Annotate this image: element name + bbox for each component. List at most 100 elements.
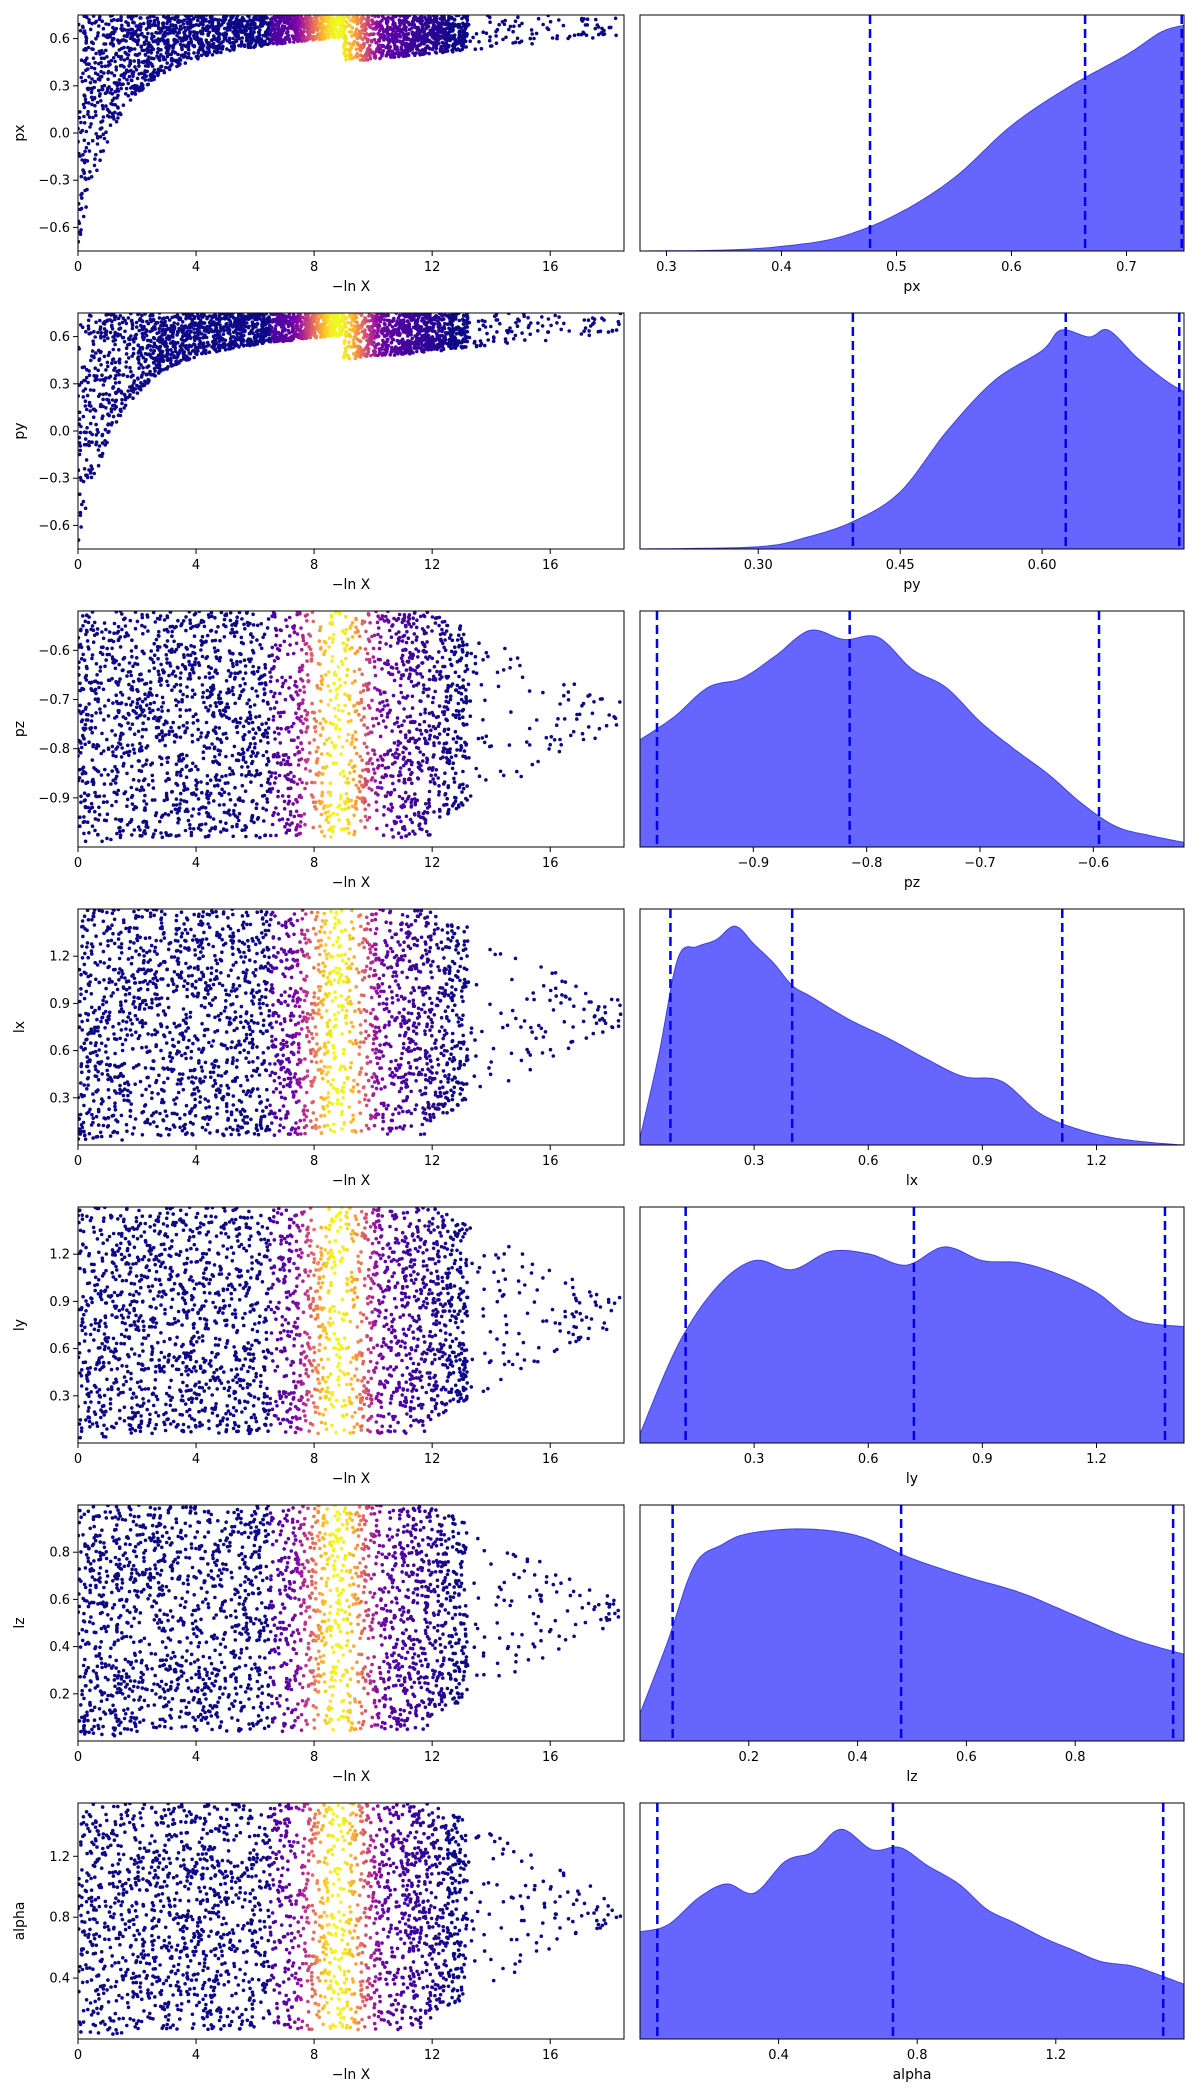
scatter-point (296, 37, 300, 42)
scatter-point (515, 324, 520, 329)
scatter-point (418, 32, 422, 36)
scatter-point (232, 47, 236, 52)
scatter-point (345, 320, 350, 325)
scatter-point (106, 336, 110, 341)
y-tick-label: −0.6 (38, 221, 70, 236)
scatter-point (213, 321, 218, 326)
scatter-point (325, 326, 329, 331)
scatter-point (494, 29, 498, 34)
scatter-point (159, 53, 163, 57)
scatter-point (407, 46, 412, 50)
scatter-point (101, 383, 106, 387)
scatter-point (431, 22, 436, 27)
scatter-point (93, 157, 97, 161)
scatter-point (227, 19, 232, 23)
scatter-point (221, 44, 225, 49)
scatter-point (347, 327, 352, 332)
scatter-point (540, 324, 545, 328)
scatter-point (250, 320, 255, 325)
scatter-point (219, 316, 224, 321)
scatter-point (111, 357, 116, 361)
scatter-point (80, 79, 85, 84)
scatter-point (303, 17, 308, 21)
scatter-point (111, 36, 115, 41)
scatter-point (106, 353, 111, 358)
scatter-point (286, 18, 290, 22)
scatter-point (272, 23, 277, 28)
scatter-point (91, 56, 96, 60)
scatter-point (103, 427, 108, 432)
x-tick-label: 0 (74, 260, 82, 275)
scatter-point (450, 342, 454, 347)
scatter-point (94, 113, 98, 118)
scatter-point (483, 319, 487, 324)
scatter-point (84, 145, 89, 150)
scatter-point (495, 318, 500, 322)
scatter-point (84, 375, 89, 380)
scatter-point (122, 75, 126, 80)
scatter-point (326, 313, 330, 317)
scatter-point (233, 328, 238, 333)
scatter-point (121, 335, 126, 340)
scatter-point (436, 38, 441, 42)
scatter-point (298, 31, 303, 36)
scatter-point (87, 373, 92, 378)
scatter-point (432, 28, 436, 33)
scatter-point (109, 422, 114, 427)
scatter-point (301, 34, 306, 38)
scatter-point (119, 18, 123, 23)
scatter-point (135, 76, 140, 81)
scatter-point (159, 64, 164, 69)
scatter-point (454, 327, 459, 332)
scatter-point (355, 51, 360, 56)
scatter-point (87, 18, 91, 22)
scatter-point (346, 15, 350, 19)
scatter-point (384, 27, 389, 32)
scatter-point (427, 51, 431, 56)
scatter-point (306, 32, 311, 37)
scatter-point (165, 356, 170, 361)
scatter-point (183, 15, 188, 18)
scatter-point (94, 36, 98, 41)
scatter-point (141, 370, 145, 375)
posterior-panel-px (639, 14, 1185, 256)
scatter-point (175, 39, 180, 44)
scatter-point (381, 44, 386, 48)
scatter-point (196, 51, 200, 55)
scatter-point (360, 57, 365, 62)
scatter-point (431, 337, 436, 342)
scatter-point (319, 31, 323, 36)
scatter-point (192, 16, 196, 20)
scatter-point (437, 345, 442, 350)
scatter-point (323, 33, 327, 37)
scatter-points (78, 15, 618, 244)
scatter-point (311, 319, 316, 324)
scatter-point (101, 132, 106, 137)
scatter-point (264, 313, 268, 316)
scatter-point (555, 36, 559, 41)
scatter-point (334, 16, 339, 21)
scatter-point (385, 331, 390, 336)
scatter-point (372, 37, 377, 42)
scatter-point (300, 23, 305, 27)
scatter-point (201, 20, 205, 25)
scatter-point (85, 442, 89, 447)
scatter-point (114, 68, 119, 72)
scatter-point (307, 23, 312, 28)
scatter-point (215, 336, 220, 340)
scatter-point (379, 24, 383, 28)
scatter-point (456, 47, 460, 51)
scatter-point (440, 50, 445, 55)
scatter-point (105, 114, 110, 118)
scatter-point (157, 327, 162, 331)
scatter-point (101, 397, 105, 402)
scatter-point (94, 433, 99, 437)
scatter-point (170, 62, 174, 67)
scatter-point (330, 22, 334, 27)
scatter-point (213, 333, 218, 338)
scatter-point (246, 42, 251, 47)
scatter-point (477, 327, 482, 332)
scatter-point (513, 40, 518, 45)
scatter-point (96, 88, 101, 93)
scatter-point (317, 36, 321, 40)
